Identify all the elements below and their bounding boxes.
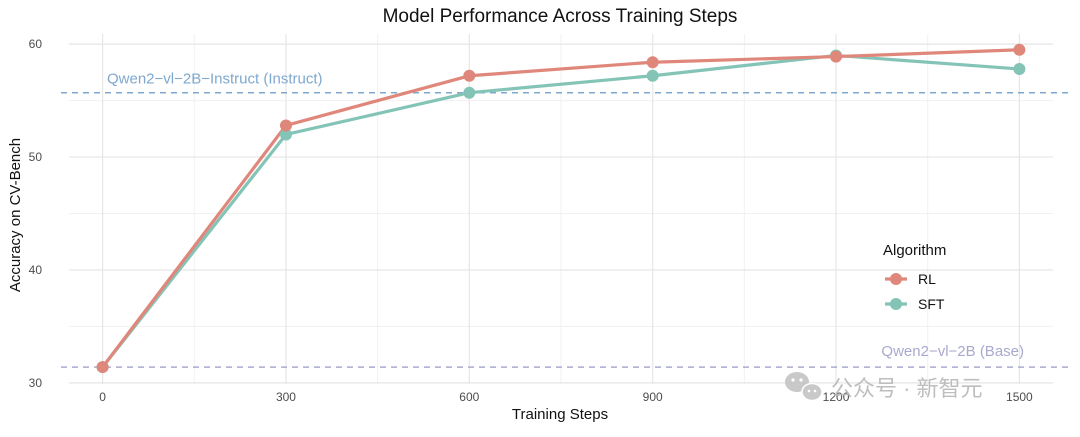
reference-line-label: Qwen2−vl−2B (Base): [881, 343, 1024, 360]
series: [96, 43, 1026, 374]
x-tick-label: 900: [643, 390, 663, 404]
y-tick-label: 60: [29, 37, 43, 51]
x-axis-ticks: 0 300 600 900 1200 1500: [99, 390, 1033, 404]
y-axis-ticks: 30 40 50 60: [29, 37, 43, 390]
data-point-rl: [96, 361, 109, 374]
series-line-rl: [101, 48, 1021, 369]
data-point-rl: [463, 69, 476, 82]
legend-label-sft: SFT: [918, 296, 945, 312]
y-tick-label: 40: [29, 263, 43, 277]
legend-key-point: [890, 273, 902, 285]
y-tick-label: 50: [29, 150, 43, 164]
data-point-sft: [1013, 63, 1026, 75]
watermark: 公众号 · 新智元: [785, 372, 983, 402]
watermark-text: 公众号 · 新智元: [831, 376, 983, 401]
x-tick-label: 1200: [823, 390, 850, 404]
chart-title: Model Performance Across Training Steps: [383, 6, 738, 27]
data-point-rl: [830, 50, 843, 63]
data-point-sft: [646, 69, 659, 82]
x-tick-label: 0: [99, 390, 106, 404]
wechat-icon: [785, 372, 823, 402]
data-point-rl: [279, 119, 292, 132]
x-tick-label: 1500: [1006, 390, 1033, 404]
legend-title: Algorithm: [883, 242, 946, 259]
x-tick-label: 600: [459, 390, 479, 404]
y-tick-label: 30: [29, 376, 43, 390]
data-point-rl: [1013, 43, 1026, 56]
reference-line-label: Qwen2−vl−2B−Instruct (Instruct): [107, 71, 323, 88]
reference-lines: Qwen2−vl−2B−Instruct (Instruct) Qwen2−vl−…: [61, 71, 1073, 368]
data-point-sft: [279, 128, 292, 141]
legend-key-point: [890, 298, 902, 310]
data-point-sft: [463, 86, 476, 99]
series-line-sft: [101, 53, 1021, 369]
legend-label-rl: RL: [918, 271, 936, 287]
y-axis-title: Accuracy on CV-Bench: [7, 138, 24, 292]
x-axis-title: Training Steps: [512, 406, 608, 423]
x-tick-label: 300: [276, 390, 296, 404]
data-point-rl: [646, 56, 659, 69]
legend: Algorithm RL SFT: [883, 242, 946, 312]
